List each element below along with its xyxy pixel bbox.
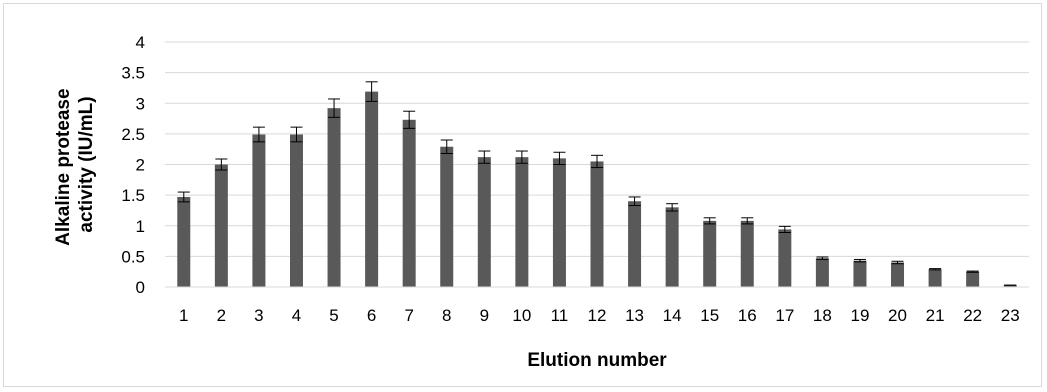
error-bar	[328, 98, 341, 118]
x-tick-label: 17	[775, 306, 794, 325]
error-bar	[177, 191, 190, 203]
x-tick-label: 5	[329, 306, 338, 325]
error-bars	[177, 81, 1017, 286]
bar	[966, 271, 980, 287]
x-tick-label: 22	[963, 306, 982, 325]
error-bar	[778, 225, 791, 233]
y-tick-label: 2	[136, 156, 145, 175]
x-tick-label: 9	[480, 306, 489, 325]
y-tick-label: 1	[136, 217, 145, 236]
error-bar	[929, 268, 942, 271]
x-tick-label: 16	[738, 306, 757, 325]
bar	[590, 161, 604, 287]
x-tick-label: 6	[367, 306, 376, 325]
bar	[628, 201, 642, 287]
error-bar	[666, 203, 679, 212]
x-tick-label: 2	[217, 306, 226, 325]
x-axis-tick-labels: 1 2 3 4 5 6 7 8 9 10 11 12 13 14 15 16 17 18 19 20 21 22 23	[179, 306, 1020, 325]
x-tick-label: 23	[1001, 306, 1020, 325]
bar	[177, 196, 191, 287]
x-tick-label: 3	[254, 306, 263, 325]
bar	[440, 146, 454, 287]
x-tick-label: 18	[813, 306, 832, 325]
error-bar	[853, 258, 866, 263]
y-tick-label: 0.5	[121, 247, 145, 266]
bar	[740, 220, 754, 287]
gridlines	[165, 41, 1029, 257]
bar	[214, 164, 228, 287]
error-bar	[553, 151, 566, 165]
bar	[928, 269, 942, 287]
error-bar	[215, 158, 228, 171]
y-tick-label: 0	[136, 278, 145, 297]
bar	[665, 207, 679, 287]
error-bar	[365, 81, 378, 102]
x-tick-label: 21	[926, 306, 945, 325]
bar	[853, 260, 867, 287]
x-tick-label: 11	[551, 306, 569, 325]
bar	[552, 158, 566, 287]
bar	[515, 157, 529, 287]
bar	[477, 157, 491, 287]
error-bar	[591, 154, 603, 169]
bar	[327, 108, 341, 288]
bar	[703, 220, 717, 287]
bars	[177, 91, 1017, 288]
x-tick-label: 8	[442, 306, 451, 325]
x-tick-label: 20	[888, 306, 907, 325]
x-tick-label: 7	[404, 306, 413, 325]
bar	[815, 258, 829, 287]
x-tick-label: 1	[179, 306, 188, 325]
bar	[289, 134, 303, 287]
error-bar	[290, 126, 303, 143]
error-bar	[403, 110, 416, 129]
y-axis-title-line-2: activity (IU/mL)	[76, 96, 97, 232]
x-tick-label: 13	[625, 306, 644, 325]
x-axis-title: Elution number	[527, 350, 667, 371]
y-tick-label: 1.5	[121, 186, 145, 205]
bar	[778, 229, 792, 287]
x-tick-label: 15	[700, 306, 719, 325]
error-bar	[628, 196, 641, 207]
x-tick-label: 10	[512, 306, 531, 325]
bar	[891, 262, 905, 287]
x-tick-label: 4	[292, 306, 301, 325]
x-tick-label: 12	[588, 306, 607, 325]
y-tick-label: 2.5	[121, 125, 145, 144]
error-bar	[440, 139, 453, 154]
error-bar	[966, 270, 979, 273]
y-tick-label: 4	[136, 33, 145, 52]
error-bar	[478, 150, 491, 164]
y-axis-tick-labels: 0 0.5 1 1.5 2 2.5 3 3.5 4	[121, 33, 145, 297]
bar	[252, 134, 266, 287]
y-axis-title: Alkaline protease activity (IU/mL)	[53, 83, 97, 246]
x-tick-label: 14	[663, 306, 682, 325]
error-bar	[703, 217, 716, 225]
error-bar	[891, 260, 904, 265]
y-tick-label: 3	[136, 94, 145, 113]
error-bar	[515, 150, 528, 164]
bar	[1003, 285, 1017, 287]
bar	[365, 91, 379, 287]
y-tick-label: 3.5	[121, 64, 145, 83]
error-bar	[252, 126, 265, 143]
y-axis-title-line-1: Alkaline protease	[53, 88, 74, 245]
bar	[402, 119, 416, 287]
error-bar	[741, 217, 754, 225]
error-bar	[816, 256, 829, 260]
x-tick-label: 19	[850, 306, 869, 325]
